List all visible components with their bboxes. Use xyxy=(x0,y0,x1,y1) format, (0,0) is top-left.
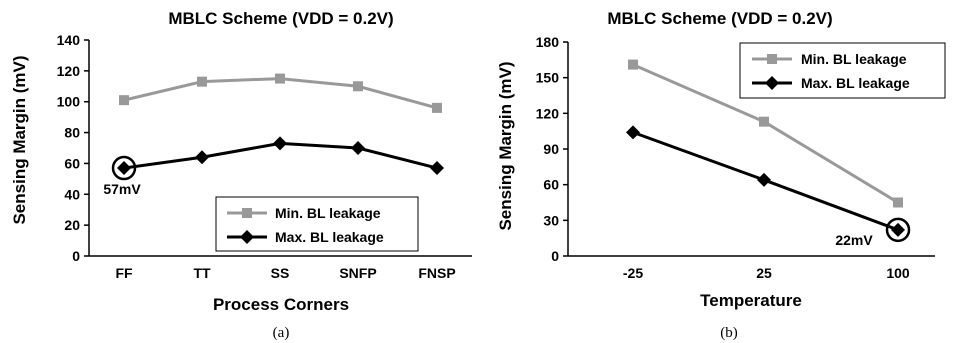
chart-a-point-max xyxy=(117,161,131,176)
chart-b-y-tick-label: 180 xyxy=(536,34,560,50)
chart-a-legend-label-max: Max. BL leakage xyxy=(275,229,384,245)
chart-a-x-tick-label: FF xyxy=(115,265,133,281)
chart-b-y-tick-label: 120 xyxy=(536,105,560,121)
chart-a-point-max xyxy=(273,136,287,151)
chart-a-x-tick-label: SS xyxy=(271,265,290,281)
chart-a-point-max xyxy=(351,141,365,155)
chart-b-y-tick-label: 90 xyxy=(543,141,559,157)
chart-b-y-tick-label: 60 xyxy=(543,177,559,193)
chart-b-x-tick-label: 25 xyxy=(756,265,772,281)
chart-a-caption: (a) xyxy=(273,325,290,341)
chart-a-x-tick-label: TT xyxy=(193,265,211,281)
chart-b-legend-label-min: Min. BL leakage xyxy=(801,51,907,67)
chart-b-point-max xyxy=(626,125,640,140)
chart-b-legend-marker-min xyxy=(767,54,777,64)
chart-a-y-tick-label: 0 xyxy=(72,248,80,264)
chart-a-x-tick-label: SNFP xyxy=(339,265,376,281)
chart-a-annotation-label: 57mV xyxy=(103,181,141,197)
chart-b-y-axis-title: Sensing Margin (mV) xyxy=(496,61,515,230)
chart-b-annotation-label: 22mV xyxy=(835,232,873,248)
chart-a-point-min xyxy=(275,73,285,84)
chart-b-y-tick-label: 30 xyxy=(543,212,559,228)
chart-a-legend-marker-max xyxy=(240,230,254,244)
chart-a-annotation-circle xyxy=(111,155,137,181)
chart-b-title: MBLC Scheme (VDD = 0.2V) xyxy=(607,9,832,28)
chart-a-y-axis-title: Sensing Margin (mV) xyxy=(10,55,29,224)
chart-b-annotation-circle xyxy=(885,217,911,243)
chart-a: MBLC Scheme (VDD = 0.2V) Sensing Margin … xyxy=(10,9,472,341)
chart-a-point-min xyxy=(432,102,442,113)
chart-a-y-tick-label: 80 xyxy=(64,125,80,141)
chart-b-legend-label-max: Max. BL leakage xyxy=(801,75,910,91)
chart-b-legend-marker-max xyxy=(765,76,779,90)
chart-b-point-min xyxy=(759,116,769,127)
chart-b-caption: (b) xyxy=(720,325,738,341)
chart-a-point-min xyxy=(197,76,207,87)
chart-b-point-max xyxy=(891,222,905,237)
chart-b-legend-box xyxy=(739,42,946,99)
chart-a-point-max xyxy=(430,161,444,176)
chart-a-legend-box xyxy=(215,196,419,252)
chart-a-y-tick-label: 20 xyxy=(64,217,80,233)
chart-a-point-min xyxy=(119,95,129,106)
chart-b: MBLC Scheme (VDD = 0.2V) Sensing Margin … xyxy=(496,9,946,341)
chart-b-x-tick-label: 100 xyxy=(886,265,910,281)
chart-b-y-tick-label: 0 xyxy=(551,248,559,264)
chart-a-y-tick-label: 120 xyxy=(57,63,81,79)
chart-b-y-tick-label: 150 xyxy=(536,70,560,86)
chart-b-legend: Min. BL leakage Max. BL leakage xyxy=(739,42,946,99)
chart-a-y-tick-label: 140 xyxy=(57,32,81,48)
chart-a-y-tick-label: 60 xyxy=(64,155,80,171)
chart-a-point-max xyxy=(195,150,209,165)
chart-b-x-axis-title: Temperature xyxy=(700,291,802,310)
chart-b-point-min xyxy=(628,59,638,70)
chart-b-x-tick-label: -25 xyxy=(623,265,643,281)
chart-a-legend-marker-min xyxy=(242,208,252,218)
chart-a-y-tick-label: 40 xyxy=(64,186,80,202)
chart-a-title: MBLC Scheme (VDD = 0.2V) xyxy=(168,9,393,28)
chart-a-x-axis-title: Process Corners xyxy=(213,295,349,314)
chart-a-y-tick-label: 100 xyxy=(57,94,81,110)
chart-a-legend-label-min: Min. BL leakage xyxy=(275,205,381,221)
chart-b-point-min xyxy=(893,197,903,208)
chart-a-x-tick-label: FNSP xyxy=(418,265,455,281)
chart-b-point-max xyxy=(757,172,771,187)
chart-a-legend: Min. BL leakage Max. BL leakage xyxy=(215,196,419,252)
chart-a-point-min xyxy=(353,81,363,92)
